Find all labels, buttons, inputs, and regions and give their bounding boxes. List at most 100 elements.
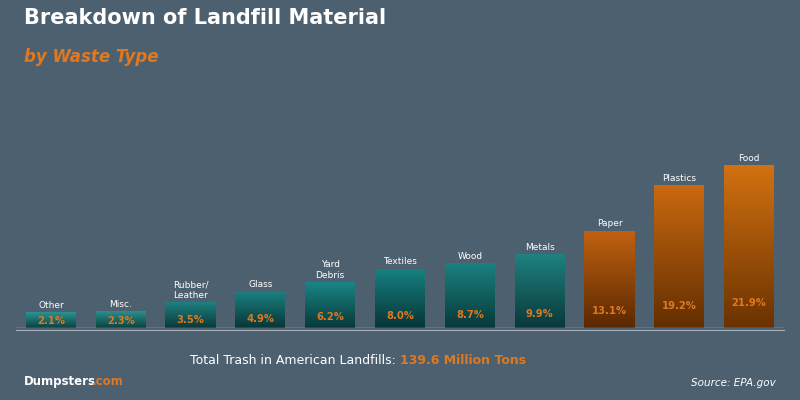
Bar [235,317,286,318]
Bar [514,320,565,321]
Bar [445,270,495,271]
Bar [445,315,495,316]
Text: 8.7%: 8.7% [456,310,484,320]
Bar [445,291,495,292]
Bar [514,314,565,316]
Bar [166,308,216,309]
Bar [445,297,495,298]
Bar [375,303,425,304]
Bar [584,260,634,262]
Text: 6.2%: 6.2% [316,312,344,322]
Bar [654,257,705,259]
Bar [445,300,495,301]
Bar [375,317,425,318]
Bar [166,324,216,325]
Bar [654,276,705,278]
Bar [305,289,355,290]
Bar [375,296,425,297]
Bar [654,321,705,323]
Bar [235,294,286,295]
Bar [305,327,355,328]
Bar [235,293,286,294]
Bar [235,306,286,307]
Bar [584,326,634,328]
Bar [305,306,355,307]
Bar [724,190,774,192]
Bar [166,318,216,319]
Bar [166,302,216,303]
Bar [235,309,286,310]
Bar [584,258,634,260]
Bar [305,315,355,316]
Bar [305,314,355,315]
Bar [445,306,495,308]
Bar [724,212,774,214]
Bar [375,287,425,288]
Bar [514,262,565,263]
Bar [724,249,774,252]
Bar [375,288,425,289]
Bar [445,274,495,275]
Bar [584,262,634,263]
Bar [514,289,565,290]
Bar [514,270,565,272]
Bar [654,242,705,245]
Bar [305,309,355,310]
Bar [305,307,355,308]
Bar [654,188,705,190]
Bar [584,288,634,289]
Bar [584,291,634,292]
Bar [584,307,634,308]
Bar [305,285,355,286]
Bar [514,260,565,262]
Bar [375,280,425,282]
Bar [514,268,565,269]
Bar [514,269,565,270]
Bar [375,324,425,325]
Bar [166,327,216,328]
Bar [584,302,634,304]
Bar [375,312,425,313]
Bar [724,174,774,176]
Bar [584,263,634,265]
Bar [235,322,286,323]
Bar [584,323,634,325]
Bar [584,270,634,271]
Bar [166,315,216,316]
Bar [235,299,286,300]
Bar [445,289,495,290]
Bar [305,325,355,326]
Bar [235,313,286,314]
Bar [305,326,355,327]
Bar [375,307,425,308]
Bar [375,290,425,291]
Text: Yard
Debris: Yard Debris [315,260,345,280]
Bar [654,190,705,192]
Bar [654,273,705,276]
Bar [305,293,355,294]
Bar [724,271,774,274]
Bar [584,252,634,253]
Bar [654,302,705,304]
Bar [445,287,495,288]
Bar [514,285,565,286]
Bar [584,247,634,248]
Bar [375,321,425,322]
Bar [514,298,565,300]
Text: Source: EPA.gov: Source: EPA.gov [691,378,776,388]
Bar [235,305,286,306]
Bar [724,241,774,244]
Bar [235,321,286,322]
Bar [584,310,634,312]
Bar [375,293,425,294]
Text: 13.1%: 13.1% [592,306,627,316]
Bar [724,290,774,293]
Bar [445,263,495,264]
Bar [724,220,774,222]
Bar [305,303,355,304]
Bar [445,318,495,319]
Bar [514,280,565,282]
Bar [584,317,634,318]
Bar [654,200,705,202]
Bar [445,301,495,302]
